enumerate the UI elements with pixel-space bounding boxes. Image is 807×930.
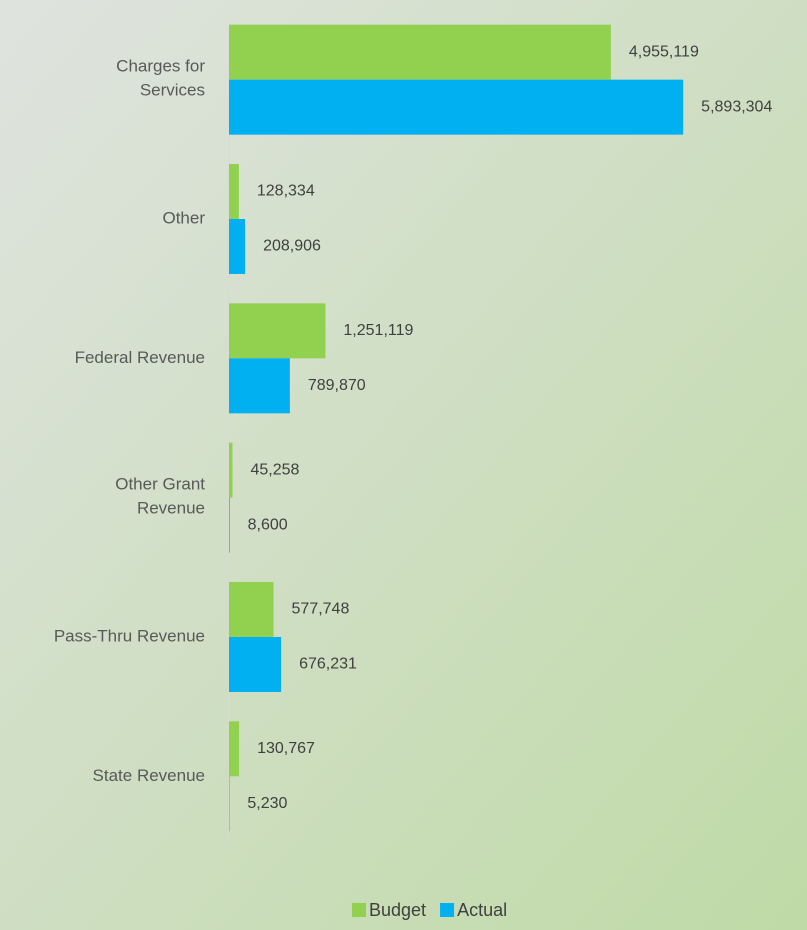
value-label: 789,870	[308, 377, 366, 394]
value-label: 208,906	[263, 238, 321, 255]
bar	[229, 442, 233, 498]
category-label-line: Other Grant	[115, 475, 205, 494]
bar	[229, 303, 326, 359]
value-label: 8,600	[248, 516, 288, 533]
value-label: 1,251,119	[343, 322, 413, 339]
value-label: 577,748	[292, 601, 350, 618]
category-label: State Revenue	[93, 766, 205, 785]
value-label: 5,893,304	[701, 98, 772, 115]
bar	[229, 497, 230, 553]
bar	[229, 24, 611, 80]
legend-swatch	[352, 903, 366, 917]
category-label-line: Services	[140, 81, 205, 100]
value-label: 45,258	[250, 461, 299, 478]
category-label-line: Revenue	[137, 499, 205, 518]
legend-label: Actual	[457, 900, 507, 920]
value-label: 4,955,119	[629, 43, 699, 60]
bar	[229, 582, 274, 637]
bar	[229, 637, 282, 692]
category-label: Federal Revenue	[75, 348, 205, 367]
category-label-line: Charges for	[116, 57, 205, 76]
legend-label: Budget	[369, 900, 426, 920]
category-label: Other Grant Revenue	[115, 475, 205, 518]
value-label: 5,230	[247, 795, 287, 812]
bar	[229, 219, 246, 274]
category-label: Other	[162, 208, 205, 227]
value-label: 128,334	[257, 183, 315, 200]
value-label: 676,231	[299, 656, 357, 673]
bar	[229, 164, 239, 219]
legend-swatch	[440, 903, 455, 917]
bar	[229, 721, 240, 777]
bar	[229, 358, 290, 414]
category-label: Pass-Thru Revenue	[54, 626, 205, 645]
bar	[229, 79, 684, 135]
value-label: 130,767	[257, 740, 315, 757]
category-label: Charges for Services	[116, 57, 205, 100]
